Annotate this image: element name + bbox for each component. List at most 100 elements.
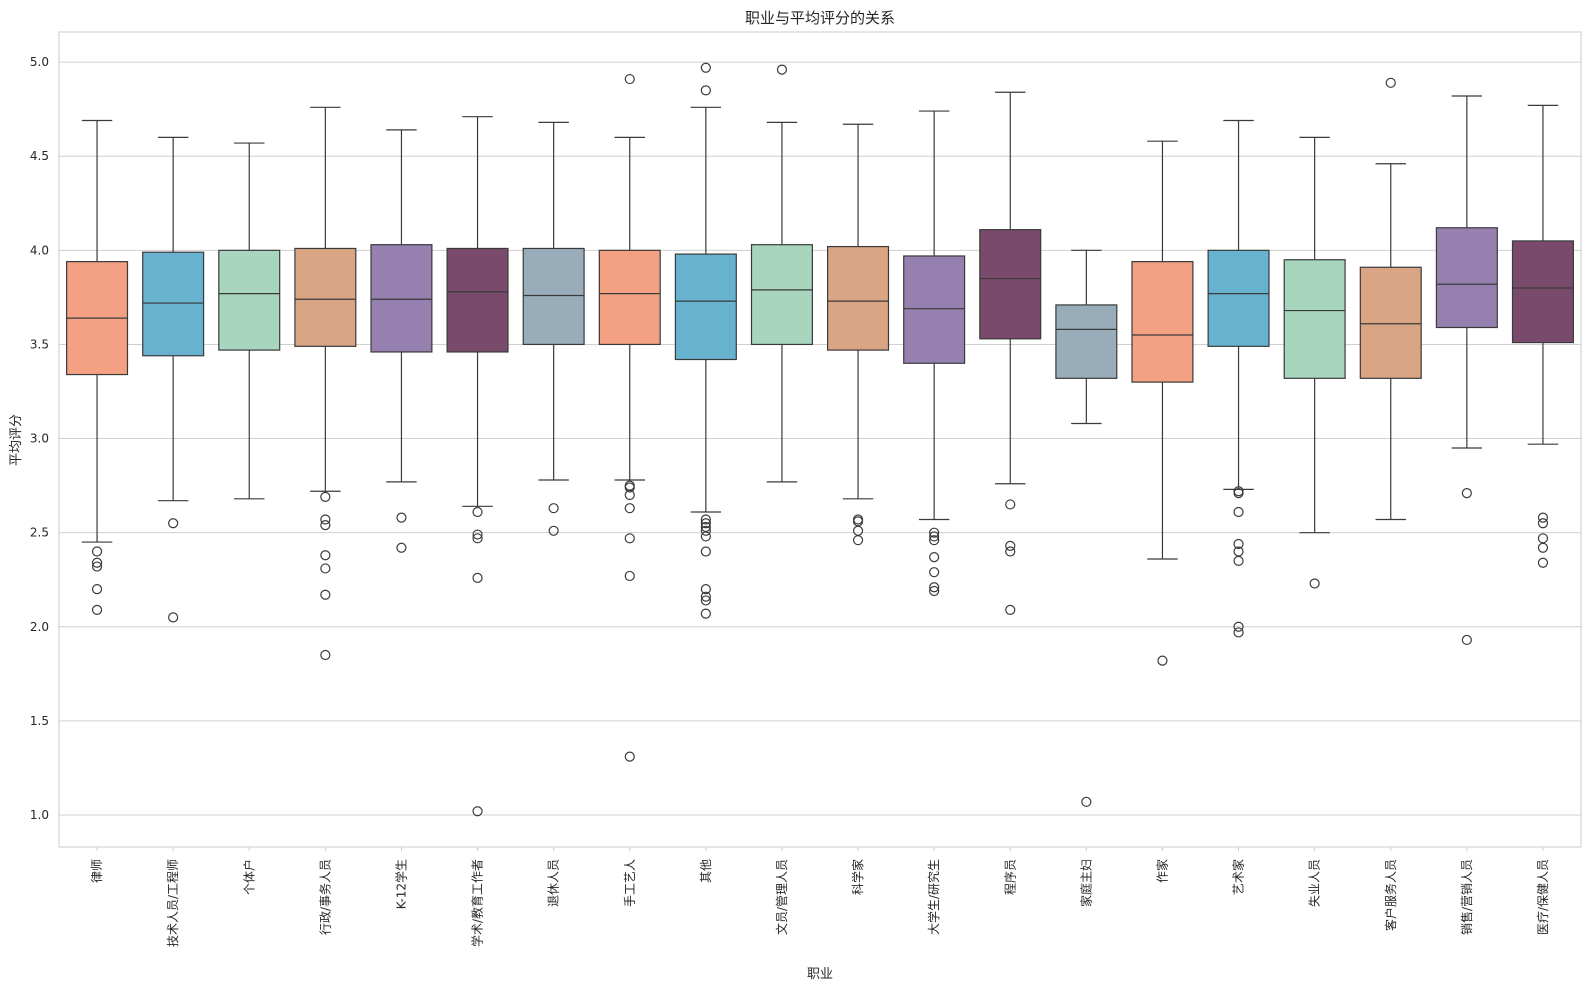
outlier-point [776,64,788,75]
outlier-point [852,535,864,546]
box-iqr [1055,304,1118,379]
outlier-point [1005,540,1016,551]
outlier-point [700,546,711,557]
x-tick-label: 程序员 [1002,859,1017,895]
outlier-point [168,612,179,623]
outlier-point [700,595,711,606]
outlier-point [396,542,407,553]
x-tick-label: 技术人员/工程师 [165,859,180,947]
x-axis-ticks: 律师 技术人员/工程师 个体户 行政/事务人员 K-12学生 学术/教育工作者 退休人员 手工… [90,847,1550,947]
x-tick-label: 科学家 [850,859,865,895]
box-18 [1359,77,1422,521]
outlier-point [700,531,711,542]
box-iqr [294,247,357,347]
outlier-point [320,491,331,503]
outlier-point [91,561,103,572]
outlier-point [168,518,179,529]
box-11 [827,123,890,546]
outlier-point [929,552,940,563]
outlier-point [700,525,711,536]
outlier-point [700,608,711,619]
outlier-point [1537,557,1549,568]
outlier-point [396,512,407,523]
outlier-point [472,572,483,583]
outlier-point [929,527,940,538]
outlier-point [320,550,331,561]
outlier-point [624,489,635,501]
outlier-point [1537,542,1549,553]
box-iqr [598,249,661,346]
x-tick-label: 其他 [699,859,713,883]
y-tick-label: 5.0 [30,55,49,69]
x-tick-label: 行政/事务人员 [317,859,332,935]
box-17 [1283,136,1346,589]
outlier-point [1233,506,1244,518]
box-1 [66,119,129,615]
outlier-point [624,482,635,493]
box-3 [218,142,281,500]
box-iqr [142,251,205,357]
outlier-point [700,62,711,73]
box-iqr [370,244,433,353]
box-iqr [1435,227,1498,329]
outlier-point [624,533,635,544]
box-iqr [1511,240,1574,344]
outlier-point [624,503,635,514]
y-tick-label: 3.5 [30,337,49,351]
outlier-point [472,529,483,540]
outlier-point [700,514,711,525]
box-2 [142,136,205,623]
outlier-point [700,518,711,529]
outlier-point [1233,621,1244,632]
box-6 [446,116,509,817]
x-tick-label: 文员/管理人员 [774,859,789,935]
box-7 [522,121,585,536]
box-iqr [903,255,966,364]
outlier-point [91,604,103,615]
x-tick-label: 大学生/研究生 [926,859,941,935]
box-13 [979,91,1042,615]
x-tick-label: 艺术家 [1231,859,1246,895]
box-iqr [522,247,585,346]
outlier-point [1233,555,1244,567]
outlier-point [929,582,940,593]
box-16 [1207,119,1270,638]
outlier-point [624,570,635,582]
chart-title: 职业与平均评分的关系 [745,9,895,27]
outlier-point [548,503,559,514]
outlier-point [320,520,331,531]
box-5 [370,129,433,553]
box-19 [1435,95,1498,646]
outlier-point [1309,578,1320,589]
box-iqr [827,245,890,351]
box-iqr [750,244,813,346]
outlier-point [91,584,103,595]
outlier-point [929,531,940,542]
box-iqr [1207,249,1270,347]
box-iqr [1283,259,1346,379]
x-tick-label: 手工艺人 [623,859,637,907]
box-10 [750,64,813,483]
outlier-point [1461,634,1472,646]
y-tick-label: 4.5 [30,149,49,163]
y-axis-label: 平均评分 [9,414,24,466]
outlier-point [320,563,331,574]
y-tick-label: 2.0 [30,620,49,634]
outlier-point [1233,488,1244,499]
box-iqr [1359,266,1422,379]
box-20 [1511,104,1574,568]
box-15 [1131,140,1194,666]
box-iqr [674,253,737,361]
box-8 [598,73,661,762]
y-tick-label: 2.5 [30,526,49,540]
box-iqr [218,249,281,351]
x-tick-label: 个体户 [241,859,256,895]
box-iqr [446,247,509,353]
outlier-point [548,525,559,536]
outlier-point [320,649,331,661]
plot-frame [58,31,1582,848]
x-tick-label: 医疗/保健人员 [1536,859,1550,935]
x-tick-label: 销售/营销人员 [1459,859,1474,935]
